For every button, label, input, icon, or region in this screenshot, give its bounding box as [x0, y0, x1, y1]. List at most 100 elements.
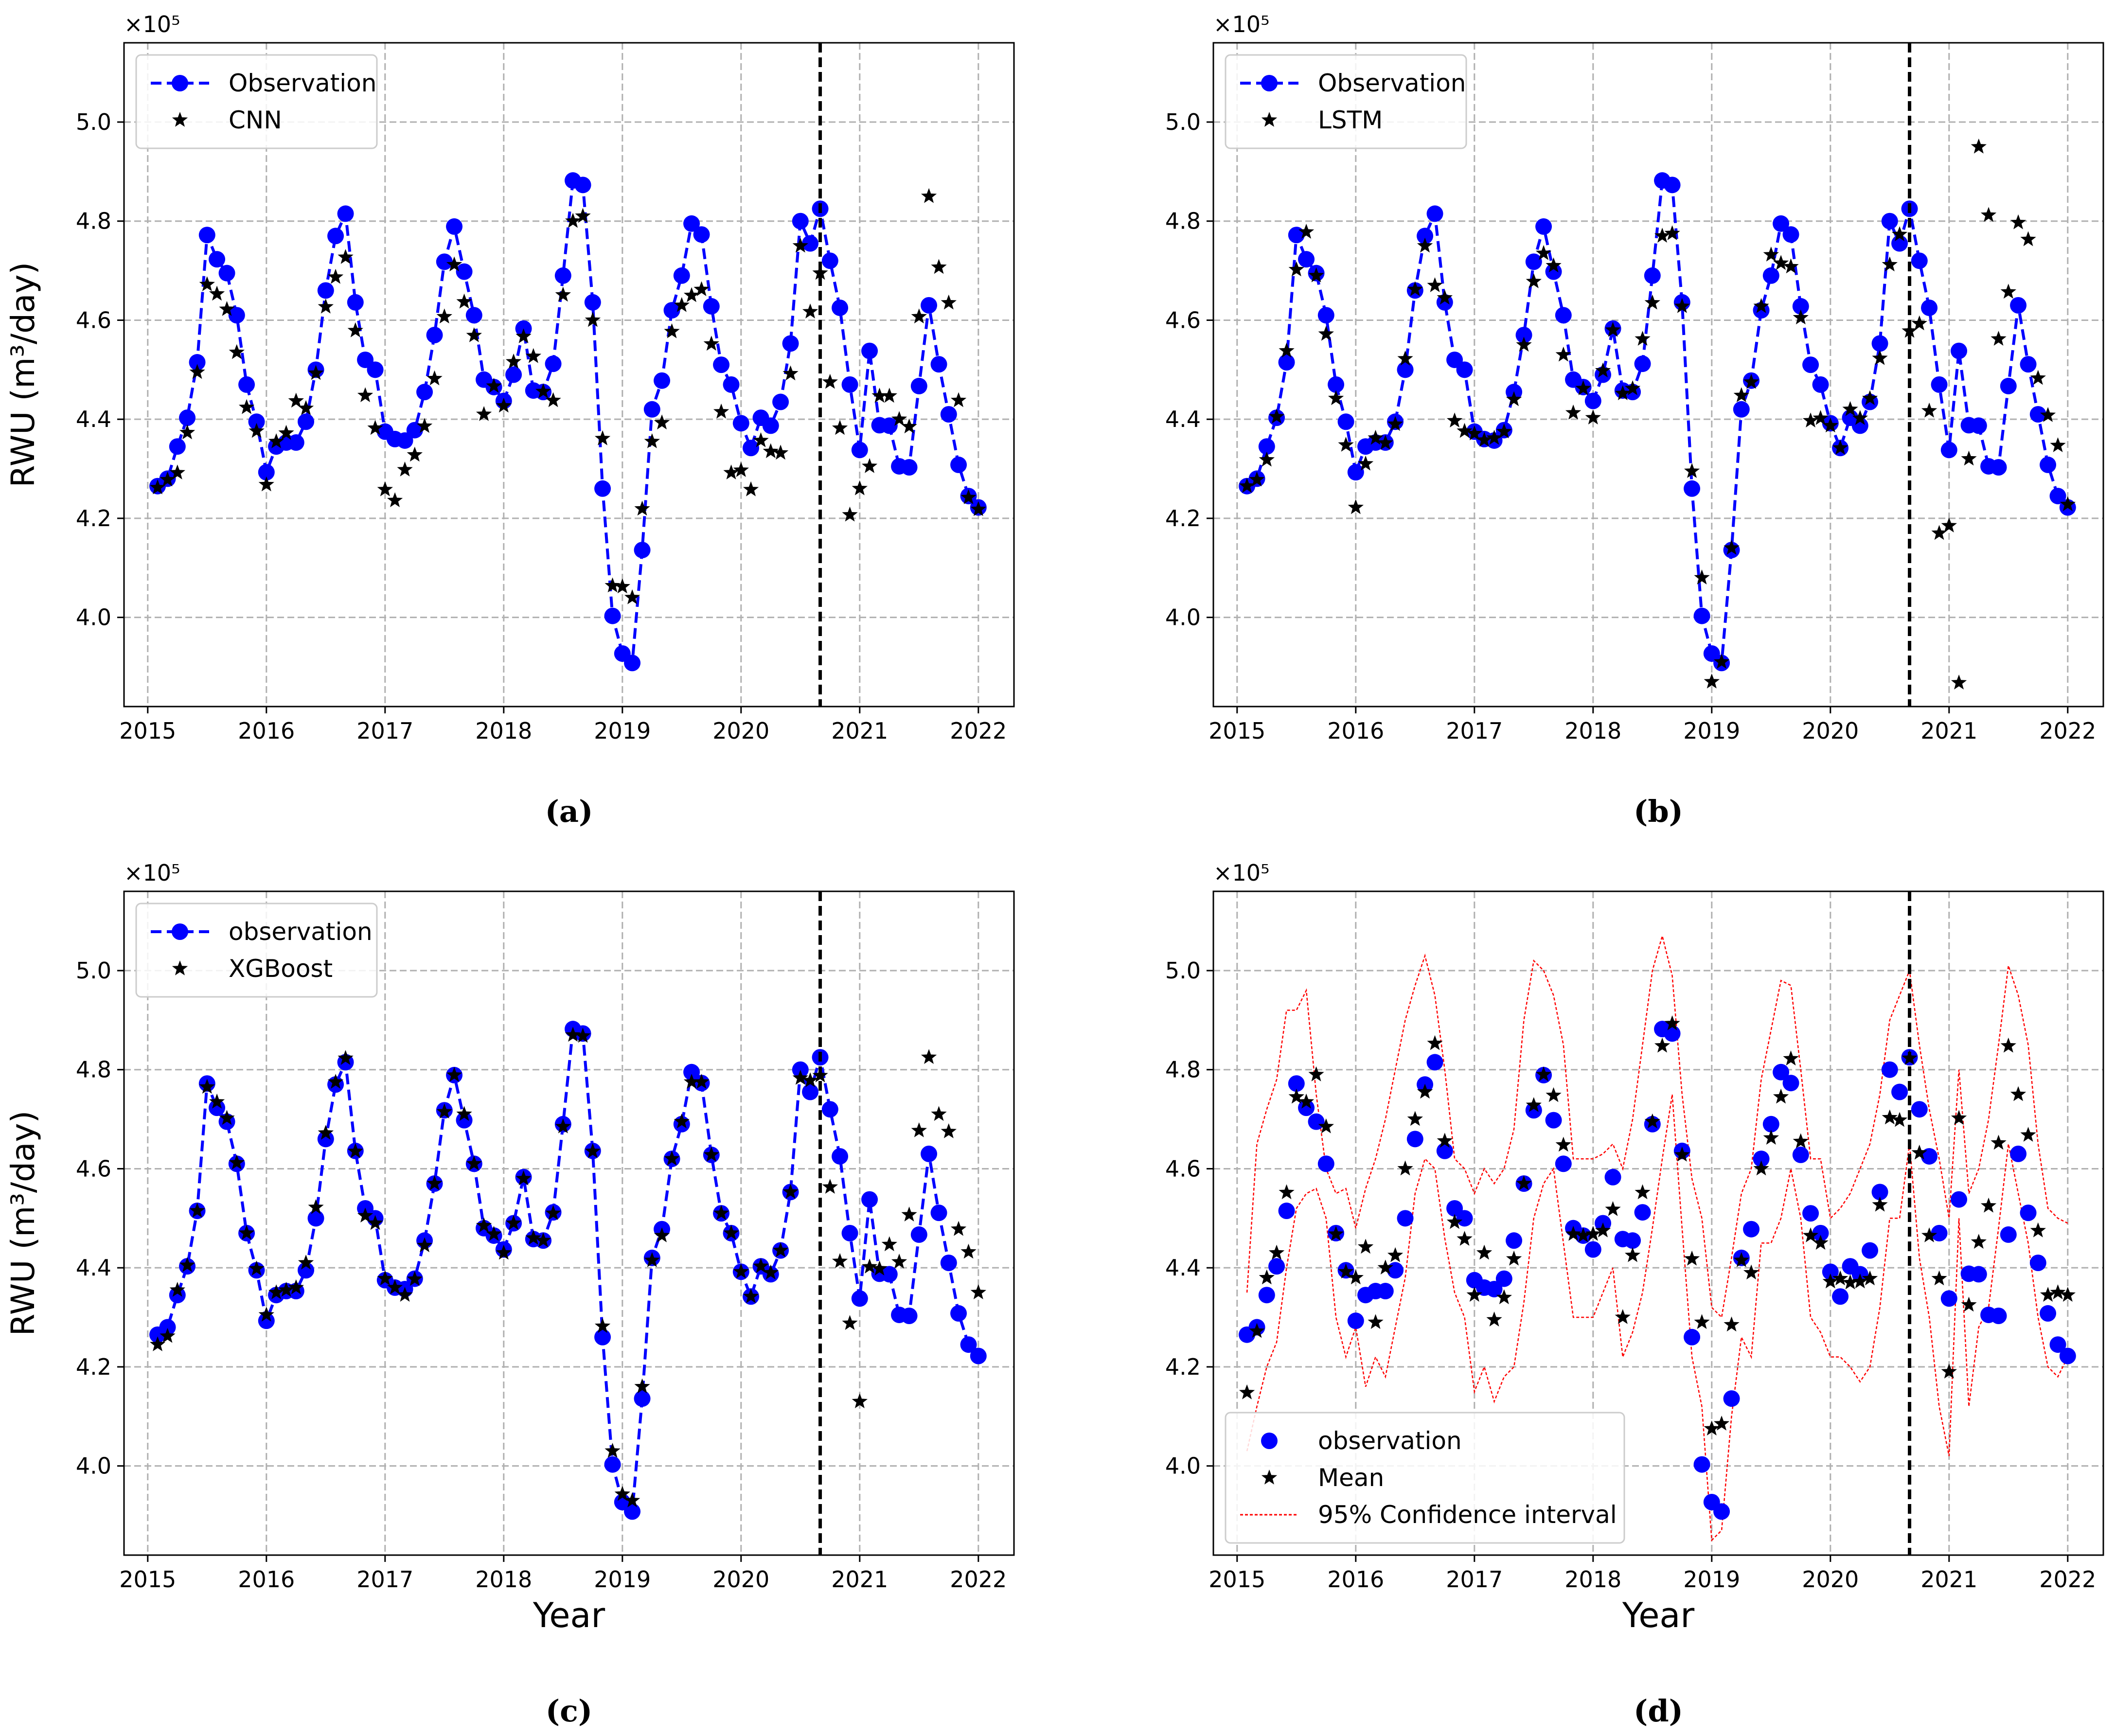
prediction-star — [1615, 1309, 1631, 1324]
prediction-star — [219, 1110, 235, 1125]
prediction-star — [347, 1143, 363, 1158]
y-tick-label: 4.0 — [1165, 1453, 1201, 1479]
y-tick-label: 4.6 — [76, 1155, 111, 1182]
prediction-star — [2020, 1127, 2036, 1142]
observation-point — [792, 213, 809, 230]
prediction-star — [1980, 207, 1997, 222]
prediction-star — [931, 1106, 947, 1121]
prediction-star — [209, 285, 225, 301]
prediction-star — [1891, 226, 1908, 241]
observation-point — [2040, 1305, 2057, 1322]
observation-point — [772, 393, 789, 410]
prediction-star — [268, 433, 284, 448]
prediction-star — [338, 249, 354, 264]
observation-point — [2020, 356, 2037, 373]
prediction-star — [2050, 1284, 2066, 1299]
y-tick-label: 4.2 — [76, 1354, 111, 1380]
prediction-star — [1763, 247, 1779, 262]
prediction-star — [367, 420, 383, 435]
prediction-star — [407, 446, 423, 462]
prediction-star — [1427, 277, 1443, 292]
observation-point — [2049, 488, 2066, 505]
legend-label-model: XGBoost — [229, 955, 333, 983]
x-tick-label: 2020 — [712, 718, 769, 744]
observation-point — [930, 356, 947, 373]
y-tick-label: 4.6 — [1165, 1155, 1201, 1182]
prediction-star — [1526, 273, 1542, 288]
observation-point — [1337, 413, 1354, 430]
prediction-star — [1624, 380, 1641, 395]
prediction-star — [249, 1260, 265, 1275]
observation-point — [258, 464, 275, 481]
prediction-star — [496, 1244, 512, 1260]
observation-point — [1555, 307, 1572, 324]
observation-point — [1644, 267, 1661, 284]
observation-point — [198, 227, 215, 244]
prediction-star — [505, 1215, 522, 1230]
observation-point — [861, 1191, 878, 1208]
observation-point — [723, 376, 740, 393]
observation-point — [921, 1145, 938, 1162]
prediction-star — [1743, 373, 1760, 389]
y-tick-label: 4.0 — [76, 1453, 111, 1479]
y-axis-label: RWU (m³/day) — [4, 1111, 42, 1336]
prediction-star — [1882, 1109, 1898, 1125]
prediction-star — [763, 1264, 779, 1280]
prediction-star — [427, 1175, 443, 1190]
prediction-star — [1288, 1088, 1304, 1104]
prediction-star — [852, 480, 868, 496]
prediction-star — [1585, 1225, 1601, 1241]
x-tick-label: 2022 — [2039, 1566, 2096, 1593]
prediction-star — [683, 1074, 700, 1089]
prediction-star — [664, 1151, 680, 1166]
observation-point — [1792, 1146, 1809, 1163]
prediction-star — [1664, 225, 1680, 240]
observation-point — [1990, 1307, 2007, 1324]
observation-point — [1634, 355, 1651, 372]
prediction-star — [525, 1230, 541, 1245]
prediction-star — [1535, 1066, 1552, 1081]
observation-point — [1713, 1503, 1730, 1520]
panel-caption: (b) — [1634, 794, 1683, 829]
observation-point — [1664, 1025, 1681, 1042]
prediction-star — [1397, 350, 1413, 366]
prediction-star — [1526, 1097, 1542, 1112]
observation-point — [189, 354, 206, 371]
prediction-star — [782, 1184, 799, 1199]
y-tick-label: 5.0 — [1165, 109, 1201, 135]
observation-point — [396, 432, 413, 449]
observation-point — [634, 1390, 651, 1407]
observation-point — [1417, 228, 1434, 245]
series-marks — [149, 1021, 987, 1520]
observation-point — [960, 1336, 977, 1353]
observation-point — [1258, 438, 1275, 455]
prediction-star — [1842, 1274, 1858, 1290]
y-tick-label: 4.4 — [1165, 406, 1201, 432]
prediction-star — [891, 411, 907, 426]
legend-box — [135, 903, 378, 998]
observation-point — [416, 384, 433, 401]
prediction-star — [1644, 294, 1660, 310]
observation-point — [1931, 376, 1948, 393]
observation-point — [1762, 267, 1779, 284]
prediction-star — [842, 506, 858, 522]
observation-point — [2029, 1254, 2046, 1271]
prediction-star — [1368, 429, 1384, 445]
prediction-star — [1852, 1273, 1868, 1289]
observation-point — [1308, 1113, 1325, 1130]
prediction-star — [1724, 1316, 1740, 1332]
prediction-star — [1486, 1311, 1502, 1327]
observation-point — [2059, 1347, 2076, 1364]
prediction-star — [515, 1170, 532, 1186]
prediction-star — [1387, 416, 1404, 431]
observation-point — [258, 1312, 275, 1329]
prediction-star — [377, 481, 393, 496]
prediction-star — [1279, 342, 1295, 358]
prediction-star — [1249, 471, 1265, 487]
x-tick-label: 2016 — [238, 718, 295, 744]
prediction-star — [367, 1215, 383, 1230]
observation-point — [1851, 417, 1868, 434]
prediction-star — [377, 1270, 393, 1286]
prediction-star — [1793, 1133, 1809, 1149]
observation-point — [169, 1287, 186, 1304]
